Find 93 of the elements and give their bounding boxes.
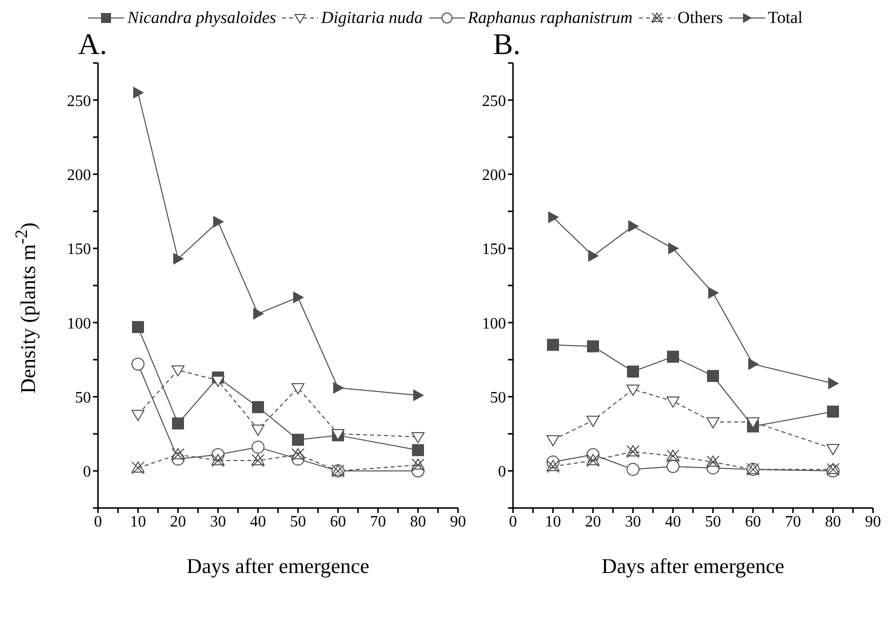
point bbox=[292, 448, 304, 462]
y-tick-label: 100 bbox=[67, 315, 91, 332]
point bbox=[586, 416, 600, 427]
y-tick-label: 50 bbox=[490, 389, 506, 406]
y-tick-label: 200 bbox=[482, 166, 506, 184]
point bbox=[628, 220, 639, 232]
legend-label: Raphanus raphanistrum bbox=[468, 8, 633, 28]
x-tick-label: 0 bbox=[94, 513, 102, 530]
point bbox=[626, 462, 640, 476]
x-tick-label: 60 bbox=[745, 513, 761, 530]
x-tick-label: 90 bbox=[450, 513, 466, 530]
point bbox=[706, 417, 720, 428]
point bbox=[173, 252, 184, 265]
x-tick-label: 50 bbox=[290, 513, 306, 530]
y-tick-label: 200 bbox=[67, 166, 91, 184]
x-tick-label: 60 bbox=[330, 513, 346, 530]
point bbox=[748, 358, 759, 370]
point bbox=[292, 383, 304, 394]
point bbox=[666, 396, 680, 408]
point bbox=[708, 286, 719, 299]
point bbox=[252, 401, 264, 414]
x-tick-label: 70 bbox=[370, 513, 386, 530]
point bbox=[548, 211, 559, 224]
point bbox=[212, 376, 224, 387]
x-tick-label: 10 bbox=[130, 513, 146, 530]
point bbox=[706, 456, 720, 469]
point bbox=[252, 440, 264, 454]
point bbox=[587, 340, 599, 352]
point bbox=[132, 461, 144, 474]
x-tick-label: 30 bbox=[210, 513, 226, 530]
point bbox=[828, 377, 839, 390]
chart-title: B. bbox=[493, 28, 521, 62]
point bbox=[212, 454, 224, 468]
legend-label: Others bbox=[678, 8, 723, 28]
point bbox=[626, 384, 640, 396]
y-tick-label: 250 bbox=[482, 92, 506, 110]
point bbox=[827, 406, 839, 418]
point bbox=[627, 366, 639, 378]
point bbox=[293, 291, 304, 304]
point bbox=[588, 250, 599, 262]
x-tick-label: 30 bbox=[625, 513, 641, 530]
point bbox=[253, 308, 264, 320]
y-tick-label: 250 bbox=[67, 92, 91, 110]
x-tick-label: 80 bbox=[410, 513, 426, 530]
x-tick-label: 0 bbox=[509, 513, 517, 530]
point bbox=[213, 216, 224, 228]
y-tick-label: 150 bbox=[67, 241, 91, 258]
point bbox=[826, 444, 840, 456]
x-tick-label: 40 bbox=[665, 513, 681, 530]
x-tick-label: 20 bbox=[585, 513, 601, 530]
point bbox=[667, 350, 679, 363]
point bbox=[292, 434, 304, 446]
point bbox=[707, 370, 719, 382]
point bbox=[333, 382, 344, 394]
x-tick-label: 80 bbox=[825, 513, 841, 530]
point bbox=[586, 454, 600, 468]
point bbox=[412, 458, 424, 472]
point bbox=[546, 435, 560, 446]
point bbox=[412, 432, 424, 444]
legend-label: Digitaria nuda bbox=[321, 8, 423, 28]
chart-title: A. bbox=[78, 28, 108, 62]
x-tick-label: 20 bbox=[170, 513, 186, 530]
point bbox=[666, 460, 680, 473]
x-axis-title: Days after emergence bbox=[602, 554, 784, 578]
legend-label: Nicandra physaloides bbox=[127, 8, 276, 28]
x-tick-label: 40 bbox=[250, 513, 266, 530]
point bbox=[252, 424, 264, 436]
point bbox=[132, 358, 144, 371]
point bbox=[547, 338, 559, 351]
x-tick-label: 70 bbox=[785, 513, 801, 530]
point bbox=[132, 410, 144, 422]
y-tick-label: 0 bbox=[83, 464, 91, 481]
point bbox=[133, 86, 144, 99]
point bbox=[626, 445, 640, 458]
point bbox=[668, 242, 679, 254]
point bbox=[172, 448, 184, 462]
point bbox=[746, 417, 760, 428]
y-tick-label: 0 bbox=[498, 464, 506, 481]
point bbox=[252, 454, 264, 468]
y-tick-label: 100 bbox=[482, 315, 506, 332]
point bbox=[132, 321, 144, 334]
point bbox=[666, 450, 680, 463]
y-tick-label: 150 bbox=[482, 241, 506, 258]
legend-label: Total bbox=[768, 8, 803, 28]
y-tick-label: 50 bbox=[75, 389, 91, 406]
x-tick-label: 50 bbox=[705, 513, 721, 530]
point bbox=[413, 389, 424, 402]
x-axis-title: Days after emergence bbox=[186, 554, 370, 578]
point bbox=[172, 417, 184, 430]
point bbox=[412, 444, 424, 456]
x-tick-label: 10 bbox=[545, 513, 561, 530]
x-tick-label: 90 bbox=[865, 513, 881, 530]
point bbox=[172, 365, 184, 377]
